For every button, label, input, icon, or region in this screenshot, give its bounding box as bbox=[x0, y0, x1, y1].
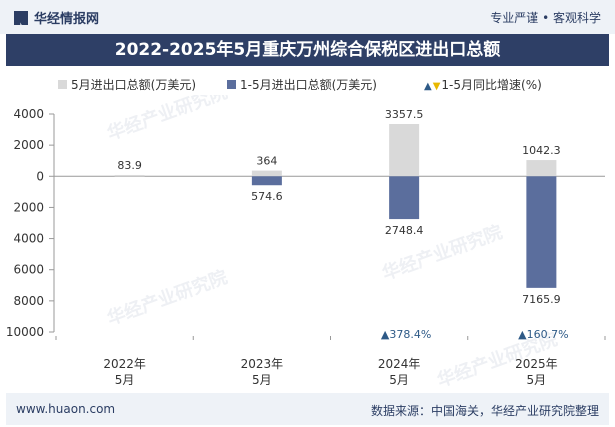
bar-cumulative bbox=[389, 176, 420, 220]
footer-site[interactable]: www.huaon.com bbox=[16, 402, 116, 416]
brand-logo-icon bbox=[14, 11, 28, 25]
watermark-text: 华经产业研究院 bbox=[104, 266, 230, 330]
growth-label: ▲160.7% bbox=[518, 328, 568, 341]
chart-legend: 5月进出口总额(万美元) 1-5月进出口总额(万美元) ▲▼1-5月同比增速(%… bbox=[0, 72, 615, 94]
data-label-monthly: 1042.3 bbox=[522, 144, 561, 157]
y-tick-label: 8000 bbox=[13, 294, 44, 308]
data-label-monthly: 3357.5 bbox=[385, 108, 424, 121]
bar-cumulative bbox=[251, 176, 282, 186]
chart-title: 2022-2025年5月重庆万州综合保税区进出口总额 bbox=[6, 34, 609, 66]
legend-up-triangle-icon: ▲ bbox=[424, 81, 432, 92]
x-category-label: 5月 bbox=[527, 373, 547, 387]
x-category-label: 5月 bbox=[252, 373, 272, 387]
y-tick-label: 4000 bbox=[13, 107, 44, 121]
footer-bar: www.huaon.com 数据来源：中国海关，华经产业研究院整理 bbox=[6, 393, 609, 425]
top-header-bar: 华经情报网 专业严谨 • 客观科学 bbox=[0, 0, 615, 34]
y-tick-label: 2000 bbox=[13, 200, 44, 214]
bar-monthly bbox=[114, 174, 145, 177]
legend-label-cumulative: 1-5月进出口总额(万美元) bbox=[240, 78, 377, 92]
x-category-label: 2024年 bbox=[378, 357, 421, 371]
y-tick-label: 10000 bbox=[6, 325, 44, 339]
bar-cumulative bbox=[526, 176, 557, 288]
legend-label-growth: 1-5月同比增速(%) bbox=[441, 78, 542, 92]
data-label-cumulative: 574.6 bbox=[251, 190, 283, 203]
x-category-label: 2022年 bbox=[103, 357, 146, 371]
legend-down-triangle-icon: ▼ bbox=[432, 81, 441, 92]
data-source: 数据来源：中国海关，华经产业研究院整理 bbox=[370, 404, 599, 418]
watermark-text: 华经产业研究院 bbox=[104, 95, 230, 145]
legend-item-growth: ▲▼1-5月同比增速(%) bbox=[424, 76, 542, 93]
x-category-label: 5月 bbox=[115, 373, 135, 387]
legend-item-monthly: 5月进出口总额(万美元) bbox=[58, 76, 196, 93]
y-axis: 4000 2000 0 2000 4000 6000 8000 10000 bbox=[6, 107, 606, 340]
y-tick-label: 4000 bbox=[13, 232, 44, 246]
data-label-monthly: 364 bbox=[256, 155, 277, 168]
bar-monthly bbox=[526, 160, 557, 177]
brand-name: 华经情报网 bbox=[34, 12, 100, 27]
legend-swatch-cumulative bbox=[227, 80, 236, 89]
data-labels: 83.9 364 574.6 3357.5 2748.4 ▲378.4% 1042.3 716… bbox=[117, 108, 568, 341]
brand[interactable]: 华经情报网 bbox=[14, 8, 99, 27]
y-tick-label: 2000 bbox=[13, 138, 44, 152]
y-tick-label: 0 bbox=[36, 169, 44, 183]
slogan: 专业严谨 • 客观科学 bbox=[490, 11, 601, 25]
x-axis-labels: 2022年 5月 2023年 5月 2024年 5月 2025年 5月 bbox=[103, 357, 557, 387]
data-label-cumulative: 7165.9 bbox=[522, 293, 561, 306]
data-label-cumulative: 2748.4 bbox=[385, 224, 424, 237]
bars bbox=[114, 124, 557, 288]
x-category-label: 5月 bbox=[389, 373, 409, 387]
legend-label-monthly: 5月进出口总额(万美元) bbox=[71, 78, 196, 92]
x-category-label: 2025年 bbox=[515, 357, 558, 371]
bar-monthly bbox=[251, 170, 282, 177]
x-category-label: 2023年 bbox=[241, 357, 284, 371]
data-label-monthly: 83.9 bbox=[117, 159, 142, 172]
bar-monthly bbox=[389, 124, 420, 177]
y-tick-label: 6000 bbox=[13, 263, 44, 277]
growth-label: ▲378.4% bbox=[381, 328, 431, 341]
legend-item-cumulative: 1-5月进出口总额(万美元) bbox=[227, 76, 377, 93]
legend-swatch-monthly bbox=[58, 80, 67, 89]
